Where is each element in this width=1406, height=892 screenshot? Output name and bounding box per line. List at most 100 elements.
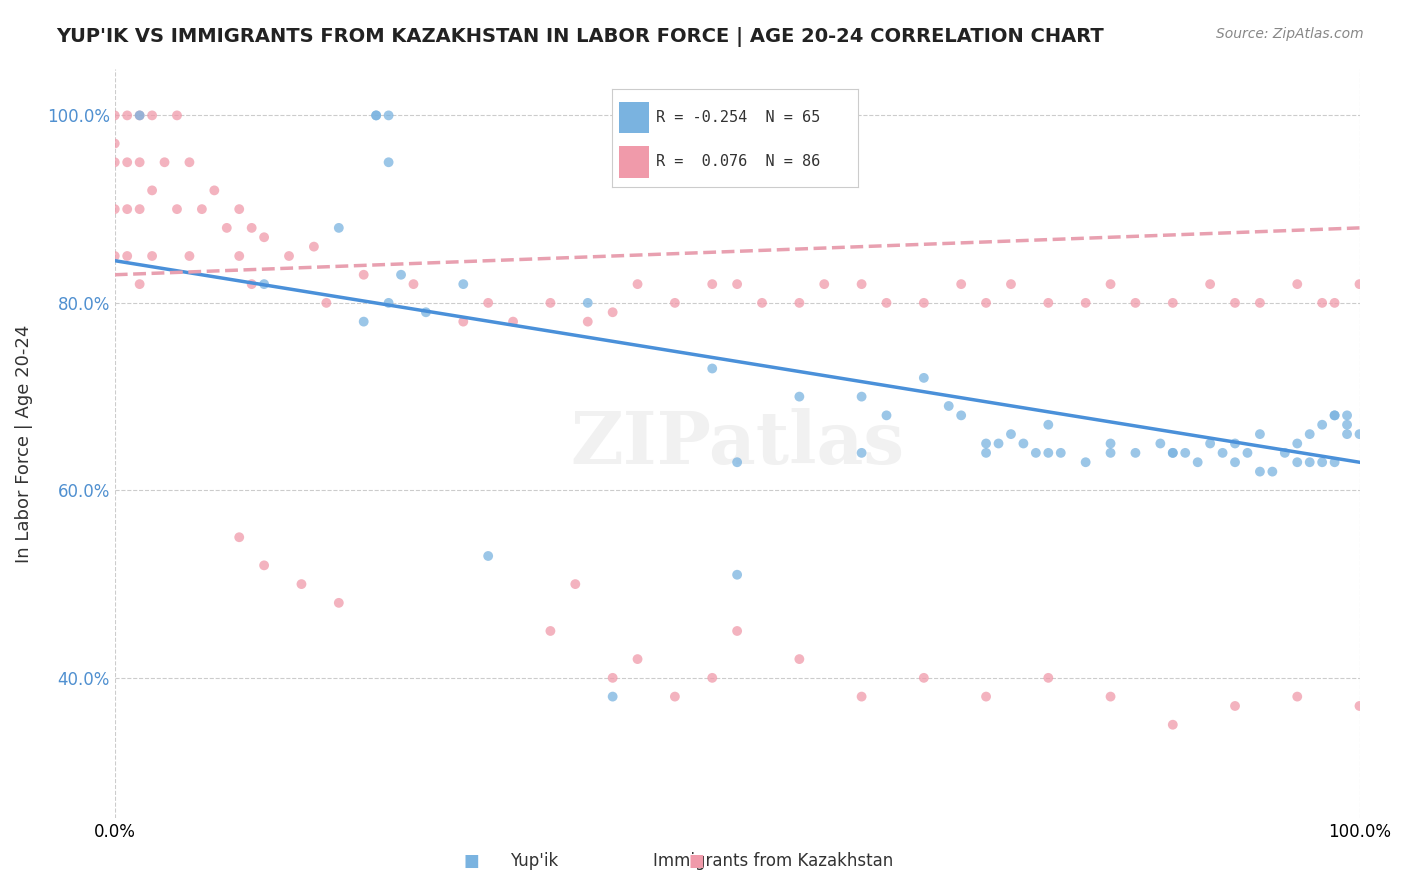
Point bbox=[502, 315, 524, 329]
Point bbox=[1174, 446, 1197, 460]
Point bbox=[626, 277, 648, 292]
Point bbox=[1323, 409, 1346, 423]
Point bbox=[191, 202, 214, 216]
Point bbox=[974, 296, 997, 310]
Point bbox=[166, 108, 188, 122]
Point bbox=[153, 155, 176, 169]
Point bbox=[950, 409, 973, 423]
Point bbox=[477, 296, 499, 310]
Point bbox=[974, 446, 997, 460]
Point bbox=[1299, 455, 1322, 469]
Point bbox=[1323, 455, 1346, 469]
Point bbox=[602, 690, 624, 704]
Point bbox=[576, 315, 599, 329]
Point bbox=[1299, 427, 1322, 442]
Point bbox=[1223, 436, 1246, 450]
Point bbox=[377, 155, 399, 169]
Point bbox=[1161, 446, 1184, 460]
Point bbox=[166, 202, 188, 216]
Point bbox=[851, 690, 873, 704]
Point bbox=[128, 108, 150, 122]
Point bbox=[725, 455, 748, 469]
Point bbox=[253, 230, 276, 244]
Point bbox=[1223, 698, 1246, 713]
Point bbox=[228, 530, 250, 544]
Point bbox=[353, 268, 375, 282]
Point bbox=[115, 155, 138, 169]
Point bbox=[1336, 427, 1358, 442]
Point bbox=[302, 239, 325, 253]
Point bbox=[851, 390, 873, 404]
Point bbox=[1323, 409, 1346, 423]
Point bbox=[1348, 427, 1371, 442]
Point bbox=[1125, 296, 1147, 310]
Point bbox=[1249, 427, 1271, 442]
Point bbox=[128, 202, 150, 216]
Point bbox=[1161, 296, 1184, 310]
Point bbox=[1012, 436, 1035, 450]
Point bbox=[115, 108, 138, 122]
Point bbox=[564, 577, 586, 591]
Point bbox=[389, 268, 412, 282]
Point bbox=[1286, 436, 1309, 450]
Point bbox=[1286, 455, 1309, 469]
Point bbox=[1348, 698, 1371, 713]
Point bbox=[1236, 446, 1258, 460]
Point bbox=[278, 249, 301, 263]
Point bbox=[974, 690, 997, 704]
Point bbox=[725, 277, 748, 292]
Text: R =  0.076  N = 86: R = 0.076 N = 86 bbox=[655, 154, 820, 169]
Point bbox=[141, 249, 163, 263]
Point bbox=[1310, 296, 1333, 310]
FancyBboxPatch shape bbox=[619, 102, 648, 133]
Text: Yup'ik: Yup'ik bbox=[510, 852, 558, 870]
Point bbox=[1099, 690, 1122, 704]
Point bbox=[128, 108, 150, 122]
Point bbox=[1049, 446, 1071, 460]
Point bbox=[377, 108, 399, 122]
Point bbox=[974, 436, 997, 450]
Point bbox=[1323, 296, 1346, 310]
Text: ZIPatlas: ZIPatlas bbox=[569, 408, 904, 479]
Point bbox=[912, 296, 935, 310]
Point bbox=[1286, 277, 1309, 292]
Point bbox=[366, 108, 388, 122]
Point bbox=[240, 220, 263, 235]
Point bbox=[328, 596, 350, 610]
Point bbox=[179, 155, 201, 169]
FancyBboxPatch shape bbox=[619, 146, 648, 178]
Point bbox=[104, 136, 127, 151]
Point bbox=[1149, 436, 1171, 450]
Point bbox=[1161, 717, 1184, 731]
Point bbox=[1074, 455, 1097, 469]
Point bbox=[789, 390, 811, 404]
Point bbox=[453, 315, 475, 329]
Point bbox=[477, 549, 499, 563]
Point bbox=[725, 567, 748, 582]
Point bbox=[876, 409, 898, 423]
Point bbox=[1074, 296, 1097, 310]
Point bbox=[664, 296, 686, 310]
Point bbox=[1274, 446, 1296, 460]
Point bbox=[1099, 277, 1122, 292]
Point bbox=[128, 155, 150, 169]
Point bbox=[1000, 277, 1022, 292]
Point bbox=[128, 277, 150, 292]
Point bbox=[1336, 417, 1358, 432]
Point bbox=[1187, 455, 1209, 469]
Point bbox=[725, 624, 748, 638]
Text: ■: ■ bbox=[463, 852, 479, 870]
Point bbox=[115, 249, 138, 263]
Point bbox=[290, 577, 312, 591]
Point bbox=[1286, 690, 1309, 704]
Point bbox=[215, 220, 238, 235]
Point bbox=[664, 690, 686, 704]
Point bbox=[328, 220, 350, 235]
Point bbox=[789, 296, 811, 310]
Y-axis label: In Labor Force | Age 20-24: In Labor Force | Age 20-24 bbox=[15, 325, 32, 563]
Point bbox=[851, 277, 873, 292]
Point bbox=[702, 277, 724, 292]
Point bbox=[602, 305, 624, 319]
Point bbox=[1125, 446, 1147, 460]
Point bbox=[104, 202, 127, 216]
